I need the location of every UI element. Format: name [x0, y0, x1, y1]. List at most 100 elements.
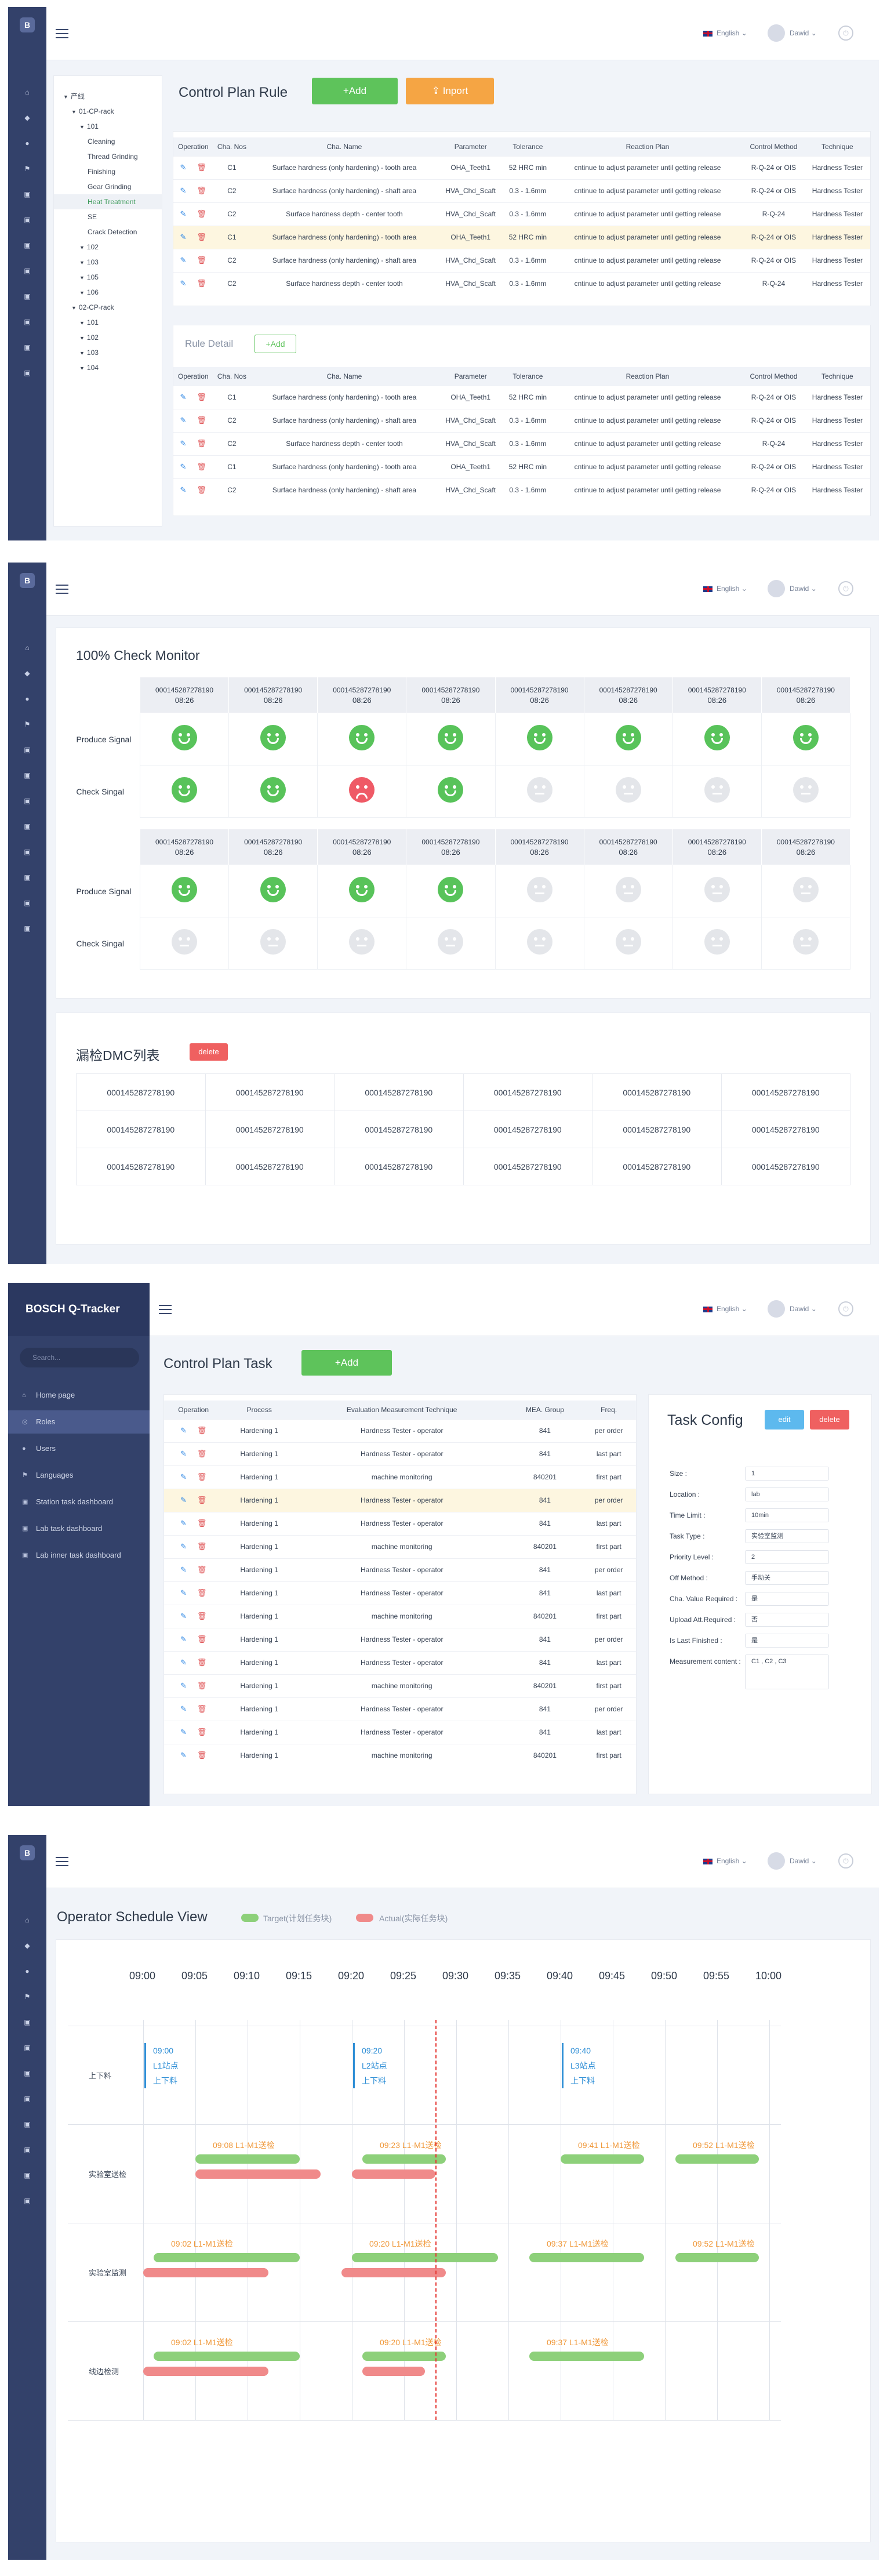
- table-row[interactable]: ✎ 🗑 C1 Surface hardness (only hardening) - …: [173, 155, 870, 179]
- language-select[interactable]: English ⌄: [703, 1857, 747, 1865]
- table-row[interactable]: ✎ 🗑 C1 Surface hardness (only hardening) - …: [173, 455, 870, 478]
- delete-icon[interactable]: 🗑: [197, 393, 206, 401]
- sidebar-item[interactable]: ◎ Roles: [8, 1410, 150, 1434]
- table-row[interactable]: ✎ 🗑 Hardening 1 Hardness Tester - operator 8…: [164, 1720, 636, 1744]
- sidebar-item[interactable]: ● Users: [8, 1437, 150, 1460]
- tree-node[interactable]: Gear Grinding: [88, 183, 132, 191]
- dashboard-icon[interactable]: ▣: [24, 2171, 31, 2179]
- dashboard-icon[interactable]: ▣: [24, 2069, 31, 2077]
- station-event[interactable]: 09:20 L2站点 上下料: [353, 2043, 387, 2088]
- dmc-cell[interactable]: 000145287278190: [76, 1073, 206, 1111]
- station-event[interactable]: 09:40 L3站点 上下料: [562, 2043, 596, 2088]
- home-icon[interactable]: ⌂: [25, 88, 30, 96]
- tree-node[interactable]: ▼ 101: [79, 318, 99, 326]
- dmc-cell[interactable]: 000145287278190: [721, 1148, 850, 1185]
- flag-icon[interactable]: ⚑: [24, 1993, 31, 2001]
- tree-node[interactable]: Heat Treatment: [54, 194, 162, 209]
- edit-icon[interactable]: ✎: [180, 1635, 187, 1643]
- sidebar-item[interactable]: ⚑ Languages: [8, 1464, 150, 1487]
- add-button[interactable]: +Add: [312, 78, 398, 104]
- edit-icon[interactable]: ✎: [180, 1542, 187, 1551]
- edit-icon[interactable]: ✎: [180, 186, 187, 195]
- target-bar[interactable]: [154, 2352, 300, 2361]
- caret-down-icon[interactable]: ▼: [79, 124, 85, 130]
- table-row[interactable]: ✎ 🗑 Hardening 1 Hardness Tester - operator 8…: [164, 1697, 636, 1721]
- dashboard-icon[interactable]: ▣: [24, 2120, 31, 2128]
- avatar[interactable]: [768, 1852, 785, 1870]
- home-icon[interactable]: ⌂: [25, 644, 30, 652]
- language-select[interactable]: English ⌄: [703, 1305, 747, 1313]
- dashboard-icon[interactable]: ▣: [24, 924, 31, 933]
- edit-icon[interactable]: ✎: [180, 1681, 187, 1690]
- delete-icon[interactable]: 🗑: [197, 1588, 207, 1597]
- table-row[interactable]: ✎ 🗑 Hardening 1 machine monitoring 840201 fir…: [164, 1674, 636, 1697]
- tree-node[interactable]: ▼ 103: [79, 258, 99, 266]
- target-bar[interactable]: [154, 2253, 300, 2262]
- sidebar-item[interactable]: ▣ Lab task dashboard: [8, 1517, 150, 1540]
- tree-node[interactable]: ▼ 104: [79, 364, 99, 372]
- table-row[interactable]: ✎ 🗑 C2 Surface hardness (only hardening) - …: [173, 248, 870, 272]
- delete-button[interactable]: delete: [810, 1410, 849, 1430]
- table-row[interactable]: ✎ 🗑 Hardening 1 Hardness Tester - operator 8…: [164, 1488, 636, 1512]
- dashboard-icon[interactable]: ▣: [24, 216, 31, 224]
- edit-icon[interactable]: ✎: [180, 1519, 187, 1528]
- delete-icon[interactable]: 🗑: [197, 1542, 207, 1551]
- flag-icon[interactable]: ⚑: [24, 165, 31, 173]
- actual-bar[interactable]: [352, 2169, 435, 2179]
- add-detail-button[interactable]: +Add: [255, 335, 296, 353]
- edit-icon[interactable]: ✎: [180, 1612, 187, 1620]
- tree-node[interactable]: ▼ 101: [79, 122, 99, 130]
- edit-button[interactable]: edit: [765, 1410, 804, 1430]
- actual-bar[interactable]: [195, 2169, 321, 2179]
- table-row[interactable]: ✎ 🗑 Hardening 1 Hardness Tester - operator 8…: [164, 1650, 636, 1674]
- table-row[interactable]: ✎ 🗑 Hardening 1 Hardness Tester - operator 8…: [164, 1558, 636, 1581]
- delete-icon[interactable]: 🗑: [197, 209, 206, 218]
- table-row[interactable]: ✎ 🗑 C2 Surface hardness (only hardening) - …: [173, 179, 870, 202]
- field-value[interactable]: 否: [745, 1613, 829, 1627]
- delete-icon[interactable]: 🗑: [197, 1426, 207, 1435]
- user-menu[interactable]: Dawid ⌄: [790, 1857, 817, 1865]
- dashboard-icon[interactable]: ▣: [24, 190, 31, 198]
- dmc-cell[interactable]: 000145287278190: [592, 1073, 722, 1111]
- add-button[interactable]: +Add: [301, 1350, 392, 1376]
- field-value[interactable]: C1 , C2 , C3: [745, 1655, 829, 1689]
- delete-icon[interactable]: 🗑: [197, 1681, 207, 1690]
- power-icon[interactable]: ⏻: [838, 1853, 853, 1868]
- table-row[interactable]: ✎ 🗑 Hardening 1 machine monitoring 840201 fir…: [164, 1743, 636, 1767]
- language-select[interactable]: English ⌄: [703, 29, 747, 37]
- dmc-cell[interactable]: 000145287278190: [334, 1111, 464, 1148]
- delete-icon[interactable]: 🗑: [197, 1658, 207, 1667]
- edit-icon[interactable]: ✎: [180, 439, 187, 448]
- dmc-cell[interactable]: 000145287278190: [334, 1073, 464, 1111]
- tree-node[interactable]: ▼ 106: [79, 288, 99, 296]
- home-icon[interactable]: ⌂: [25, 1916, 30, 1924]
- power-icon[interactable]: ⏻: [838, 1301, 853, 1316]
- delete-icon[interactable]: 🗑: [197, 1704, 207, 1713]
- dmc-cell[interactable]: 000145287278190: [592, 1148, 722, 1185]
- edit-icon[interactable]: ✎: [180, 1565, 187, 1574]
- tree-node[interactable]: Thread Grinding: [88, 153, 138, 161]
- caret-down-icon[interactable]: ▼: [63, 94, 68, 100]
- roles-icon[interactable]: ◆: [24, 114, 30, 122]
- delete-icon[interactable]: 🗑: [197, 439, 206, 448]
- roles-icon[interactable]: ◆: [24, 1942, 30, 1950]
- dmc-cell[interactable]: 000145287278190: [76, 1111, 206, 1148]
- caret-down-icon[interactable]: ▼: [79, 275, 85, 281]
- field-value[interactable]: lab: [745, 1487, 829, 1501]
- table-row[interactable]: ✎ 🗑 Hardening 1 machine monitoring 840201 fir…: [164, 1534, 636, 1558]
- edit-icon[interactable]: ✎: [180, 1449, 187, 1458]
- delete-icon[interactable]: 🗑: [197, 1612, 207, 1620]
- tree-node[interactable]: Cleaning: [88, 137, 115, 146]
- users-icon[interactable]: ●: [25, 1967, 30, 1975]
- edit-icon[interactable]: ✎: [180, 1588, 187, 1597]
- power-icon[interactable]: ⏻: [838, 26, 853, 41]
- dashboard-icon[interactable]: ▣: [24, 369, 31, 377]
- edit-icon[interactable]: ✎: [180, 1658, 187, 1667]
- tree-node[interactable]: Crack Detection: [88, 228, 137, 236]
- dmc-cell[interactable]: 000145287278190: [76, 1148, 206, 1185]
- dashboard-icon[interactable]: ▣: [24, 2044, 31, 2052]
- edit-icon[interactable]: ✎: [180, 393, 187, 401]
- menu-toggle-icon[interactable]: [56, 585, 68, 594]
- dashboard-icon[interactable]: ▣: [24, 241, 31, 249]
- search-input[interactable]: Search...: [20, 1348, 139, 1367]
